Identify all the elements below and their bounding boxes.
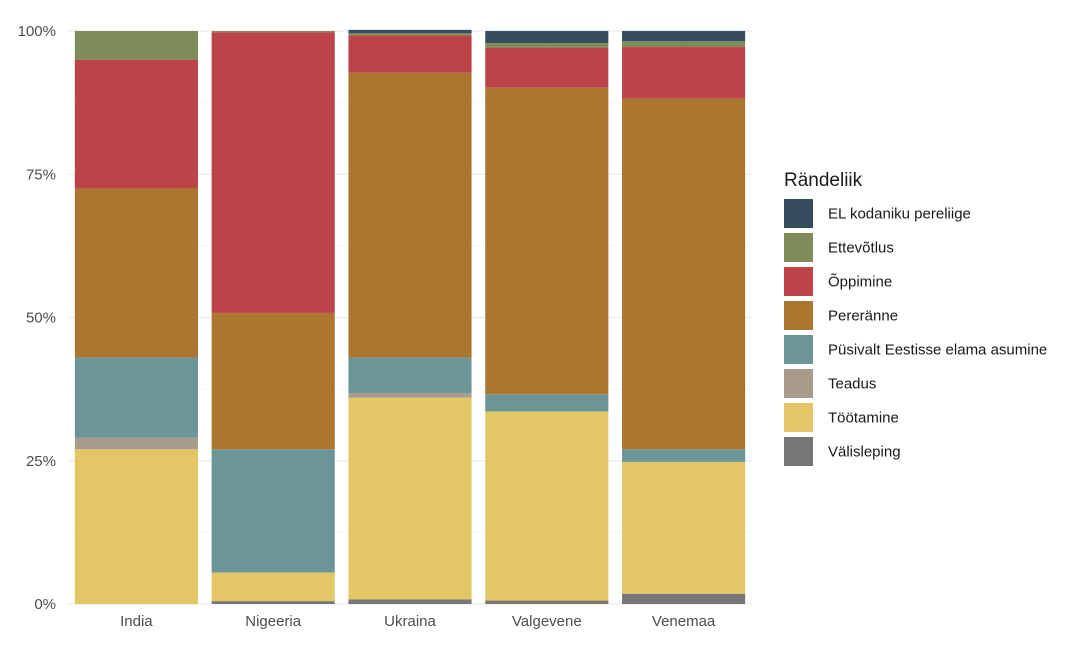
bar-segment [622,31,746,42]
bar-segment [622,449,746,462]
bar-segment [485,411,609,601]
x-tick-label: India [120,613,153,630]
bar-segment [348,599,472,604]
bar-segment [348,72,472,358]
legend-key [784,335,813,364]
legend-key [784,301,813,330]
bar-segment [348,33,472,36]
y-tick-label: 75% [26,166,56,183]
legend-label: Ettevõtlus [828,240,894,257]
x-tick-label: Ukraina [384,613,436,630]
y-tick-label: 25% [26,453,56,470]
legend-key [784,267,813,296]
bar-segment [622,98,746,450]
bar-segment [211,449,335,573]
x-axis: India Nigeeria Ukraina Valgevene Venemaa [120,613,716,630]
legend-key [784,437,813,466]
bar-segment [485,47,609,88]
legend-label: EL kodaniku pereliige [828,206,971,223]
legend-label: Pereränne [828,308,898,325]
bar-segment [74,188,198,358]
bar-segment [74,31,198,60]
legend-key [784,233,813,262]
legend-label: Töötamine [828,410,899,427]
bar-segment [74,357,198,438]
legend-key [784,403,813,432]
bar-segment [211,32,335,313]
bar-segment [622,47,746,99]
y-tick-label: 100% [18,23,56,40]
legend: Rändeliik EL kodaniku pereliige Ettevõtlu… [784,170,1047,466]
x-tick-label: Nigeeria [245,613,302,630]
y-tick-label: 0% [34,596,56,613]
bar-segment [485,600,609,604]
bar-segment [348,357,472,394]
bar-segment [348,35,472,73]
bar-segment [622,593,746,604]
x-tick-label: Valgevene [512,613,582,630]
bar-segment [74,437,198,450]
bar-segment [348,397,472,600]
legend-key [784,369,813,398]
y-tick-label: 50% [26,310,56,327]
bar-segment [622,461,746,594]
bar-segment [74,59,198,189]
bars [74,29,746,604]
y-axis: 0% 25% 50% 75% 100% [18,23,56,613]
bar-segment [485,43,609,48]
bar-segment [485,31,609,44]
bar-segment [348,29,472,34]
bar-segment [348,393,472,398]
legend-title: Rändeliik [784,170,863,191]
x-tick-label: Venemaa [652,613,716,630]
bar-segment [485,394,609,412]
bar-segment [211,572,335,602]
bar-segment [211,31,335,33]
bar-segment [211,312,335,450]
legend-key [784,199,813,228]
bar-segment [622,41,746,48]
legend-label: Teadus [828,376,876,393]
legend-label: Välisleping [828,444,901,461]
bar-segment [74,449,198,604]
legend-label: Õppimine [828,274,892,291]
bar-segment [485,87,609,395]
legend-label: Püsivalt Eestisse elama asumine [828,342,1047,359]
bar-segment [211,601,335,604]
